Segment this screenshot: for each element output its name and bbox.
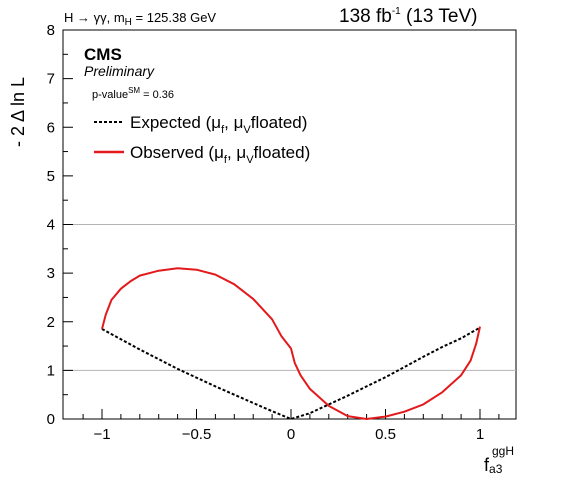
legend-observed-label: Observed (μf, μVfloated) [130, 143, 310, 166]
x-tick-label: 1 [476, 426, 484, 443]
experiment-label: CMS [84, 45, 122, 64]
x-tick-label: 0 [287, 426, 295, 443]
y-tick-label: 2 [47, 314, 55, 331]
x-tick-label: 0.5 [375, 426, 396, 443]
x-tick-label: −0.5 [182, 426, 212, 443]
process-label: H → γγ, mH = 125.38 GeV [64, 10, 216, 28]
pvalue-label: p-valueSM = 0.36 [92, 86, 174, 101]
legend: Expected (μf, μVfloated) Observed (μf, μ… [94, 113, 310, 166]
y-tick-label: 7 [47, 71, 55, 88]
y-axis-title: - 2 Δ ln L [8, 77, 28, 147]
x-tick-label: −1 [93, 426, 110, 443]
y-tick-label: 4 [47, 217, 55, 234]
series-layer [101, 267, 481, 420]
y-tick-label: 6 [47, 119, 55, 136]
x-axis-title: fa3 [484, 455, 503, 476]
y-tick-label: 5 [47, 168, 55, 185]
y-tick-label: 0 [47, 411, 55, 428]
y-tick-label: 8 [47, 22, 55, 39]
legend-expected-label: Expected (μf, μVfloated) [130, 113, 307, 136]
observed-curve [101, 267, 481, 420]
expected-curve [101, 326, 481, 420]
luminosity-label: 138 fb-1 (13 TeV) [339, 6, 477, 27]
y-tick-label: 3 [47, 265, 55, 282]
y-tick-label: 1 [47, 362, 55, 379]
reference-lines [63, 224, 516, 371]
axis-ticks: 0 1 2 3 4 5 6 7 8 −1 −0.5 0 0.5 1 [47, 22, 500, 443]
x-axis-title-superscript: ggH [492, 444, 514, 458]
status-label: Preliminary [84, 63, 155, 79]
